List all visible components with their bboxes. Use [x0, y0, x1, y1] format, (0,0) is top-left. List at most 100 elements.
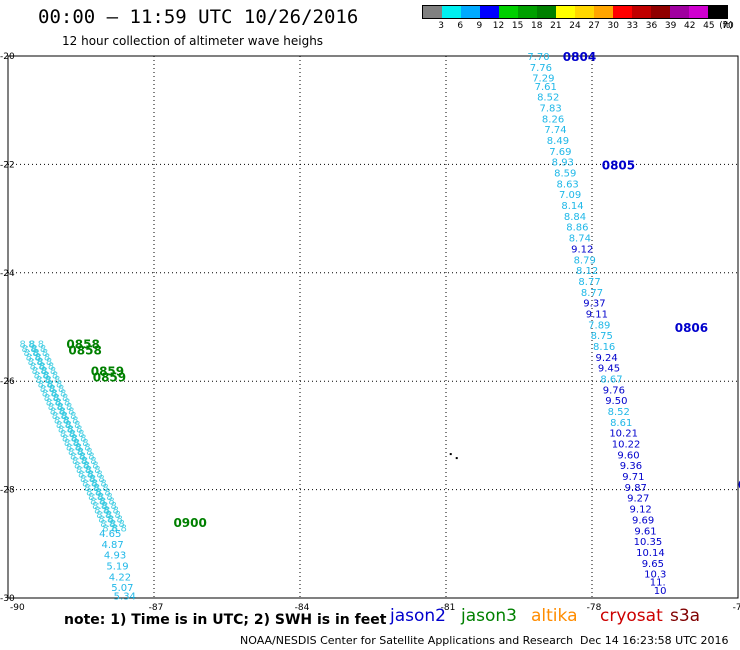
overlapping-track-mark: 8.8 — [52, 411, 68, 422]
data-point-label: 8.52 — [608, 407, 630, 418]
y-tick-label: -26 — [0, 377, 15, 387]
data-point-label: 8.74 — [569, 234, 591, 245]
data-point-label: 4.22 — [109, 572, 131, 583]
data-point-label: 8.79 — [574, 255, 596, 266]
overlapping-track-mark: 8.8 — [42, 371, 58, 382]
overlapping-track-mark: 8.8 — [34, 353, 50, 364]
x-tick-label: -84 — [295, 603, 310, 613]
overlapping-track-mark: 8.8 — [91, 479, 107, 490]
pass-time-label: 0804 — [563, 50, 596, 64]
y-tick-label: -20 — [0, 52, 15, 62]
data-point-label: 8.77 — [581, 288, 603, 299]
overlapping-track-mark: 8.8 — [77, 447, 93, 458]
pass-time-label: 0900 — [173, 516, 206, 530]
color-swatch — [575, 6, 594, 18]
y-tick-label: -28 — [0, 486, 15, 496]
data-point-label: 5.07 — [111, 583, 133, 594]
overlapping-track-mark: 8.8 — [95, 488, 111, 499]
overlapping-track-mark: 8.8 — [59, 407, 75, 418]
color-scale-labels: 3 6 9 12 15 18 21 24 27 30 33 36 39 42 45 70 (ft) — [422, 21, 733, 33]
overlapping-track-mark: 8.8 — [76, 465, 92, 476]
data-point-label: 7.70 — [527, 52, 549, 63]
color-scale-label: 33 — [626, 21, 639, 31]
color-swatch — [499, 6, 518, 18]
island-marker — [455, 457, 458, 460]
data-point-label: 8.93 — [552, 158, 574, 169]
overlapping-track-mark: 8.8 — [38, 362, 54, 373]
overlapping-track-mark: 8.8 — [105, 510, 121, 521]
overlapping-track-mark: 8.8 — [99, 497, 115, 508]
credit-line: NOAA/NESDIS Center for Satellite Applica… — [240, 634, 574, 647]
data-point-label: 8.14 — [561, 201, 583, 212]
overlapping-track-mark: 8.8 — [30, 362, 46, 373]
data-point-label: 8.59 — [554, 169, 576, 180]
pass-time-label: 0806 — [675, 321, 708, 335]
color-swatch — [461, 6, 480, 18]
overlapping-track-mark: 8.8 — [90, 497, 106, 508]
overlapping-track-mark: 8.8 — [24, 348, 40, 359]
color-swatch — [613, 6, 632, 18]
chart-subtitle: 12 hour collection of altimeter wave hei… — [62, 34, 324, 48]
overlapping-track-mark: 8.8 — [100, 519, 116, 530]
x-tick-label: -90 — [10, 603, 25, 613]
overlapping-track-mark: 8.8 — [109, 519, 125, 530]
overlapping-track-mark: 8.8 — [32, 348, 48, 359]
overlapping-track-mark: 8.8 — [82, 479, 98, 490]
overlapping-track-mark: 8.8 — [48, 402, 64, 413]
data-point-label: 7.29 — [532, 74, 554, 85]
data-point-label: 9.45 — [598, 364, 620, 375]
data-point-label: 8.12 — [576, 266, 598, 277]
color-swatch — [670, 6, 689, 18]
overlapping-track-mark: 8.8 — [111, 524, 127, 535]
color-swatch — [651, 6, 670, 18]
overlapping-track-mark: 8.8 — [103, 506, 119, 517]
data-point-label: 7.69 — [549, 147, 571, 158]
overlapping-track-mark: 8.8 — [42, 389, 58, 400]
data-point-label: 8.75 — [591, 331, 613, 342]
data-point-label: 8.84 — [564, 212, 586, 223]
overlapping-track-mark: 8.8 — [107, 515, 123, 526]
overlapping-track-mark: 8.8 — [40, 366, 56, 377]
overlapping-track-mark: 8.8 — [50, 407, 66, 418]
color-scale-bar — [422, 5, 728, 19]
data-point-label: 7.89 — [588, 320, 610, 331]
footnote: note: 1) Time is in UTC; 2) SWH is in fe… — [64, 612, 387, 628]
data-point-label: 8.16 — [593, 342, 615, 353]
pass-time-label: 0805 — [602, 158, 635, 172]
overlapping-track-mark: 8.8 — [86, 488, 102, 499]
data-point-label: 4.87 — [102, 540, 124, 551]
overlapping-track-mark: 8.8 — [84, 483, 100, 494]
overlapping-track-mark: 8.8 — [97, 492, 113, 503]
overlapping-track-mark: 8.8 — [70, 452, 86, 463]
color-scale-label: 21 — [550, 21, 562, 31]
color-scale-label: 70 — [722, 21, 734, 31]
overlapping-track-mark: 8.8 — [36, 375, 52, 386]
overlapping-track-mark: 8.8 — [79, 452, 95, 463]
overlapping-track-mark: 8.8 — [83, 461, 99, 472]
data-point-label: 9.11 — [586, 309, 608, 320]
overlapping-track-mark: 8.8 — [50, 389, 66, 400]
data-point-label: 9.71 — [622, 472, 644, 483]
overlapping-track-mark: 8.8 — [60, 429, 76, 440]
pass-time-label: 08 — [738, 478, 740, 492]
overlapping-track-mark: 8.8 — [96, 510, 112, 521]
overlapping-track-mark: 8.8 — [62, 434, 78, 445]
color-scale-label: 24 — [569, 21, 581, 31]
overlapping-track-mark: 8.8 — [54, 416, 70, 427]
data-point-label: 9.50 — [605, 396, 627, 407]
data-point-label: 9.87 — [625, 483, 647, 494]
overlapping-track-mark: 8.8 — [65, 420, 81, 431]
legend-altika: altika — [531, 606, 578, 626]
legend-cryosat: cryosat — [600, 606, 663, 626]
data-point-label: 10 — [654, 586, 667, 597]
color-scale-label: 36 — [645, 21, 658, 31]
data-point-label: 9.61 — [634, 526, 656, 537]
overlapping-track-mark: 8.8 — [48, 384, 64, 395]
overlapping-track-mark: 8.8 — [57, 402, 73, 413]
overlapping-track-mark: 8.8 — [68, 447, 84, 458]
color-swatch — [423, 6, 442, 18]
overlapping-track-mark: 8.8 — [87, 470, 103, 481]
overlapping-track-mark: 8.8 — [93, 483, 109, 494]
overlapping-track-mark: 8.8 — [38, 380, 54, 391]
